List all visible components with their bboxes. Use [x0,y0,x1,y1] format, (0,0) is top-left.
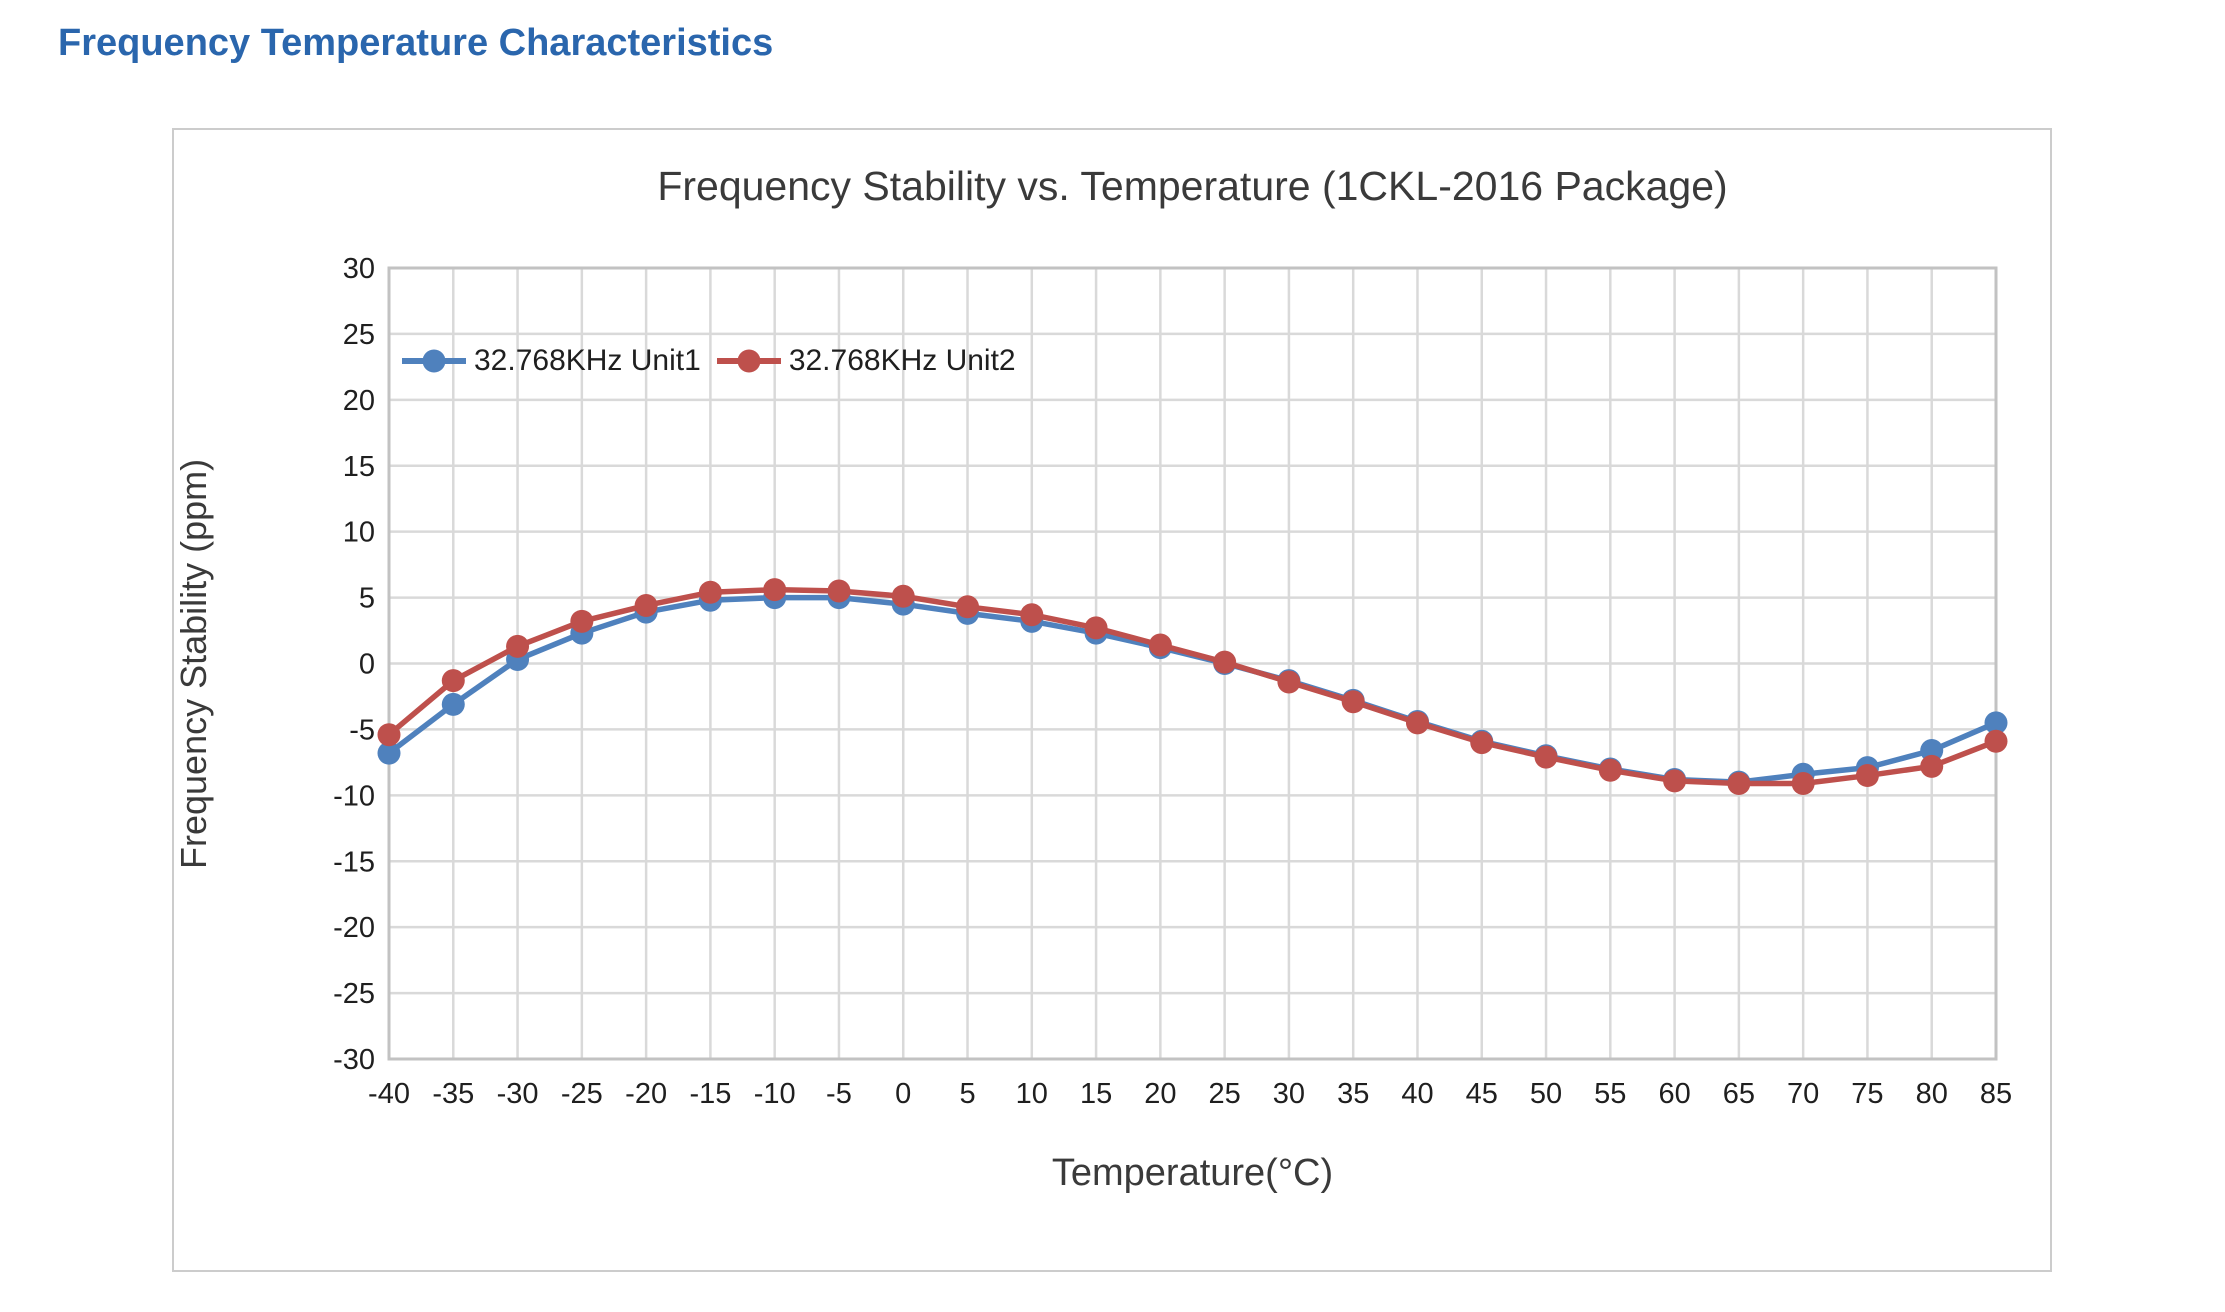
series-2-data-point [1855,764,1879,788]
series-2-data-point [570,609,594,633]
series-2-data-point [634,593,658,617]
x-tick-label: -15 [689,1078,731,1110]
series-1-data-point [1984,711,2008,735]
series-2-data-point [1663,769,1687,793]
x-tick-label: 40 [1401,1078,1433,1110]
x-tick-label: 60 [1658,1078,1690,1110]
series-2-data-point [698,580,722,604]
series-line-1 [387,594,1998,785]
x-tick-label: 15 [1080,1078,1112,1110]
series-2-data-point [1341,690,1365,714]
series-2-data-point [1148,633,1172,657]
x-tick-label: 35 [1337,1078,1369,1110]
chart-panel: Frequency Stability vs. Temperature (1CK… [172,128,2052,1272]
y-tick-label: -10 [333,780,375,812]
y-tick-label: 15 [343,451,375,483]
x-tick-label: 55 [1594,1078,1626,1110]
series-2-data-point [1405,711,1429,735]
series-2-data-point [1984,729,2008,753]
x-tick-label: 20 [1144,1078,1176,1110]
y-tick-label: 25 [343,319,375,351]
series-2-data-point [891,584,915,608]
x-tick-label: 80 [1916,1078,1948,1110]
series-2-data-point [1020,603,1044,627]
series-2-data-point [377,723,401,747]
x-tick-label: -30 [497,1078,539,1110]
series-2-data-point [1084,616,1108,640]
y-tick-label: 30 [343,253,375,285]
page-heading: Frequency Temperature Characteristics [58,22,774,64]
series-2-data-point [1470,731,1494,755]
legend-line-marker-icon [716,349,781,373]
x-tick-label: 10 [1016,1078,1048,1110]
series-2-data-point [441,669,465,693]
series-2-data-point [1213,650,1237,674]
series-2-data-point [763,578,787,602]
x-tick-label: 25 [1209,1078,1241,1110]
chart-title: Frequency Stability vs. Temperature (1CK… [657,163,1728,209]
legend-label: 32.768KHz Unit1 [474,344,701,377]
y-tick-label: -5 [349,714,375,746]
x-tick-label: -35 [432,1078,474,1110]
plot-border [387,266,1998,1061]
x-tick-label: -10 [754,1078,796,1110]
x-tick-label: 85 [1980,1078,2012,1110]
legend-item-unit1: 32.768KHz Unit1 [402,344,701,378]
y-tick-label: -15 [333,846,375,878]
y-tick-label: -20 [333,912,375,944]
series-1-data-point [377,741,401,765]
legend-item-unit2: 32.768KHz Unit2 [716,344,1016,378]
series-2-data-point [827,579,851,603]
series-2-data-point [1598,758,1622,782]
x-tick-label: 30 [1273,1078,1305,1110]
x-tick-label: -5 [826,1078,852,1110]
series-2-data-point [1534,745,1558,769]
legend-label: 32.768KHz Unit2 [788,344,1016,377]
x-tick-label: 0 [895,1078,911,1110]
plot-area: -30 -25 -20 -15 -10 -5 0 5 10 15 20 25 30 -40 -35 -30 -2… [333,253,2012,1110]
x-tick-label: 50 [1530,1078,1562,1110]
series-2-data-point [1920,754,1944,778]
series-1-data-point [1920,739,1944,763]
x-tick-label: -25 [561,1078,603,1110]
x-tick-label: 65 [1723,1078,1755,1110]
legend-line-marker-icon [402,349,466,373]
x-tick-label: 5 [959,1078,975,1110]
series-1-data-point [441,692,465,716]
y-tick-label: -25 [333,978,375,1010]
series-2-data-point [956,595,980,619]
chart-legend: 32.768KHz Unit1 32.768KHz Unit2 [402,336,1016,386]
x-tick-label: 70 [1787,1078,1819,1110]
series-2-data-point [506,634,530,658]
y-tick-label: 20 [343,385,375,417]
x-tick-label: -40 [368,1078,410,1110]
x-tick-label: 75 [1851,1078,1883,1110]
y-axis-title: Frequency Stability (ppm) [173,458,214,869]
series-2-data-point [1727,771,1751,795]
series-2-data-point [1277,670,1301,694]
x-tick-label: 45 [1466,1078,1498,1110]
series-2-data-point [1791,771,1815,795]
y-tick-label: 5 [359,583,375,615]
y-tick-label: -30 [333,1044,375,1076]
y-tick-label: 0 [359,649,375,681]
x-tick-label: -20 [625,1078,667,1110]
x-axis-title: Temperature(°C) [1051,1152,1334,1194]
y-tick-label: 10 [343,517,375,549]
